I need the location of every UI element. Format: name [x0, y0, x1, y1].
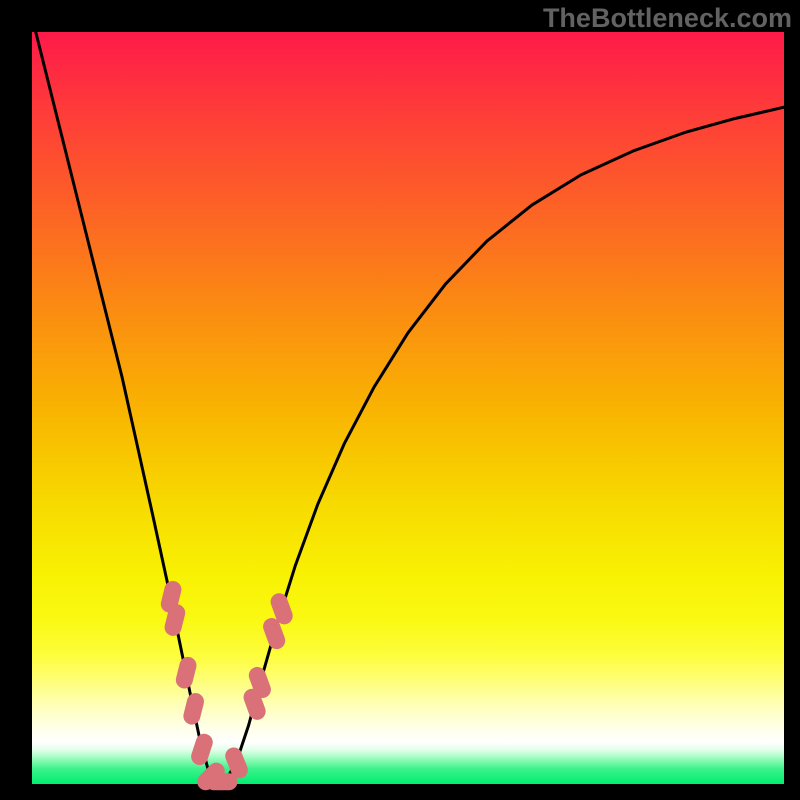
- curve-overlay: [0, 0, 800, 800]
- bottleneck-curve: [36, 32, 784, 782]
- watermark-text: TheBottleneck.com: [543, 3, 792, 34]
- data-marker: [174, 655, 198, 690]
- chart-container: TheBottleneck.com: [0, 0, 800, 800]
- data-marker: [206, 773, 238, 790]
- data-marker: [182, 691, 206, 726]
- data-marker: [189, 732, 215, 768]
